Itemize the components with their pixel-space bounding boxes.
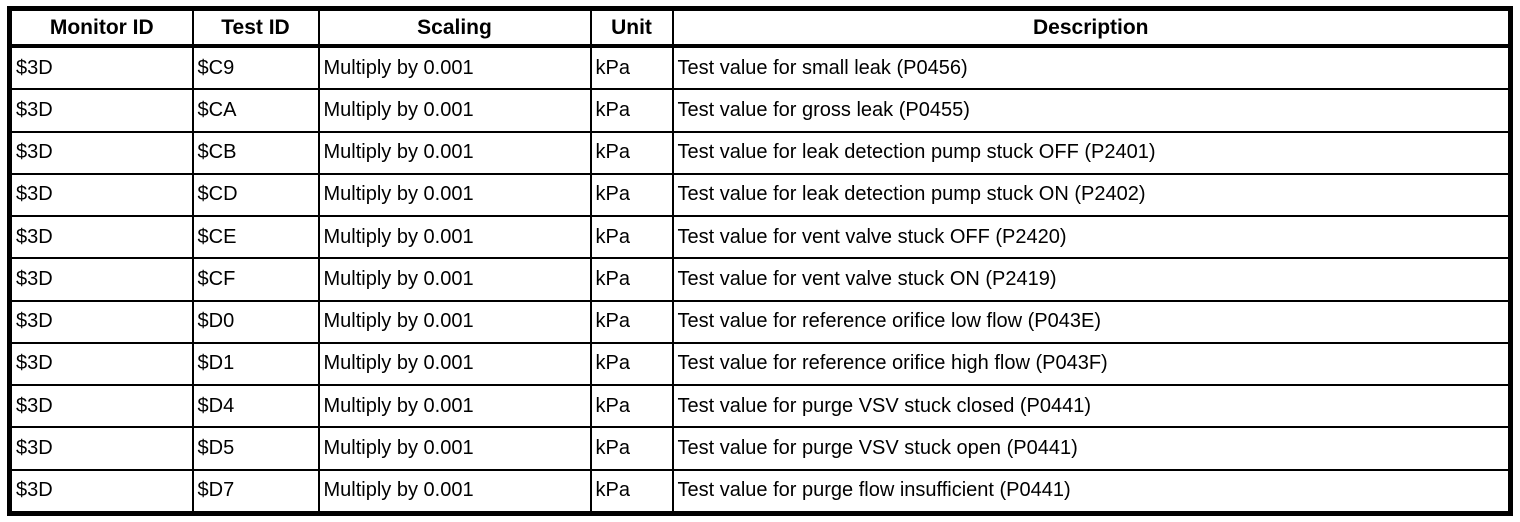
cell-unit: kPa <box>589 130 674 175</box>
cell-unit: kPa <box>589 468 674 515</box>
table-body: $3D $C9 Multiply by 0.001 kPa Test value for… <box>8 44 1512 515</box>
table-row: $3D $CE Multiply by 0.001 kPa Test value for… <box>8 215 1512 260</box>
cell-scaling: Multiply by 0.001 <box>317 468 592 515</box>
table-row: $3D $D0 Multiply by 0.001 kPa Test value for… <box>8 299 1512 344</box>
cell-test-id: $C9 <box>191 44 320 91</box>
table-row: $3D $D1 Multiply by 0.001 kPa Test value for… <box>8 341 1512 387</box>
cell-unit: kPa <box>589 257 674 302</box>
cell-scaling: Multiply by 0.001 <box>317 299 592 344</box>
cell-scaling: Multiply by 0.001 <box>317 130 592 175</box>
cell-description: Test value for leak detection pump stuck… <box>671 172 1512 218</box>
table-row: $3D $CD Multiply by 0.001 kPa Test value for… <box>8 172 1512 218</box>
cell-monitor-id: $3D <box>8 299 194 344</box>
column-header-test-id: Test ID <box>191 7 320 48</box>
cell-scaling: Multiply by 0.001 <box>317 426 592 471</box>
cell-scaling: Multiply by 0.001 <box>317 88 592 133</box>
cell-monitor-id: $3D <box>8 215 194 260</box>
cell-test-id: $D1 <box>191 341 320 387</box>
table-row: $3D $CA Multiply by 0.001 kPa Test value for… <box>8 88 1512 133</box>
table-header: Monitor ID Test ID Scaling Unit Description <box>8 7 1512 48</box>
cell-monitor-id: $3D <box>8 341 194 387</box>
column-header-description: Description <box>671 7 1512 48</box>
table-row: $3D $CF Multiply by 0.001 kPa Test value for… <box>8 257 1512 302</box>
cell-monitor-id: $3D <box>8 130 194 175</box>
table-row: $3D $D4 Multiply by 0.001 kPa Test value for… <box>8 384 1512 429</box>
cell-unit: kPa <box>589 341 674 387</box>
cell-unit: kPa <box>589 172 674 218</box>
cell-description: Test value for leak detection pump stuck… <box>671 130 1512 175</box>
cell-description: Test value for vent valve stuck OFF (P24… <box>671 215 1512 260</box>
table-header-row: Monitor ID Test ID Scaling Unit Description <box>8 7 1512 48</box>
cell-test-id: $D5 <box>191 426 320 471</box>
cell-description: Test value for purge VSV stuck closed (P… <box>671 384 1512 429</box>
cell-monitor-id: $3D <box>8 468 194 515</box>
cell-description: Test value for small leak (P0456) <box>671 44 1512 91</box>
cell-monitor-id: $3D <box>8 257 194 302</box>
table-row: $3D $D5 Multiply by 0.001 kPa Test value for… <box>8 426 1512 471</box>
cell-unit: kPa <box>589 384 674 429</box>
cell-description: Test value for reference orifice high fl… <box>671 341 1512 387</box>
cell-unit: kPa <box>589 88 674 133</box>
cell-scaling: Multiply by 0.001 <box>317 341 592 387</box>
column-header-unit: Unit <box>589 7 674 48</box>
cell-scaling: Multiply by 0.001 <box>317 384 592 429</box>
column-header-monitor-id: Monitor ID <box>8 7 194 48</box>
cell-test-id: $CE <box>191 215 320 260</box>
cell-monitor-id: $3D <box>8 88 194 133</box>
cell-test-id: $CB <box>191 130 320 175</box>
monitor-test-table: Monitor ID Test ID Scaling Unit Description … <box>7 6 1513 516</box>
cell-scaling: Multiply by 0.001 <box>317 172 592 218</box>
cell-description: Test value for gross leak (P0455) <box>671 88 1512 133</box>
cell-monitor-id: $3D <box>8 172 194 218</box>
cell-test-id: $CA <box>191 88 320 133</box>
cell-test-id: $CF <box>191 257 320 302</box>
cell-test-id: $D4 <box>191 384 320 429</box>
table-row: $3D $CB Multiply by 0.001 kPa Test value for… <box>8 130 1512 175</box>
table-row: $3D $D7 Multiply by 0.001 kPa Test value for… <box>8 468 1512 515</box>
cell-monitor-id: $3D <box>8 426 194 471</box>
cell-description: Test value for purge flow insufficient (… <box>671 468 1512 515</box>
cell-test-id: $D7 <box>191 468 320 515</box>
cell-unit: kPa <box>589 215 674 260</box>
cell-description: Test value for purge VSV stuck open (P04… <box>671 426 1512 471</box>
cell-scaling: Multiply by 0.001 <box>317 44 592 91</box>
cell-unit: kPa <box>589 299 674 344</box>
table-row: $3D $C9 Multiply by 0.001 kPa Test value for… <box>8 44 1512 91</box>
cell-test-id: $CD <box>191 172 320 218</box>
cell-scaling: Multiply by 0.001 <box>317 215 592 260</box>
column-header-scaling: Scaling <box>317 7 592 48</box>
cell-description: Test value for vent valve stuck ON (P241… <box>671 257 1512 302</box>
cell-description: Test value for reference orifice low flo… <box>671 299 1512 344</box>
cell-unit: kPa <box>589 44 674 91</box>
cell-test-id: $D0 <box>191 299 320 344</box>
cell-unit: kPa <box>589 426 674 471</box>
cell-scaling: Multiply by 0.001 <box>317 257 592 302</box>
cell-monitor-id: $3D <box>8 384 194 429</box>
cell-monitor-id: $3D <box>8 44 194 91</box>
